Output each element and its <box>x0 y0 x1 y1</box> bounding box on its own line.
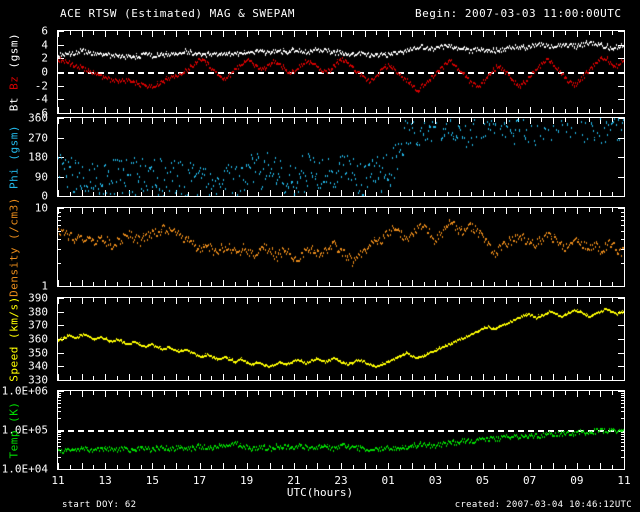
begin-timestamp: Begin: 2007-03-03 11:00:00UTC <box>415 7 622 20</box>
y-tick-label: -2 <box>34 79 48 93</box>
y-tick-label: 180 <box>28 150 48 164</box>
panel-speed <box>57 297 625 381</box>
x-axis-title: UTC(hours) <box>286 486 354 499</box>
x-tick-label: 11 <box>51 474 65 487</box>
y-tick-label: 370 <box>28 318 48 332</box>
y-tick-label: 390 <box>28 291 48 305</box>
series-canvas-mag <box>58 31 624 113</box>
x-tick-label: 05 <box>475 474 490 487</box>
panel-temp-yticks: 1.0E+06 1.0E+05 1.0E+04 <box>0 384 52 475</box>
x-tick-label: 03 <box>428 474 442 487</box>
y-tick-label: 360 <box>28 332 48 346</box>
x-tick-mark <box>624 391 625 397</box>
y-tick-label: -4 <box>34 92 48 106</box>
panel-density <box>57 207 625 287</box>
series-canvas-phi <box>58 118 624 196</box>
y-axis-label-part: Phi (gsm) <box>7 124 21 190</box>
x-tick-mark <box>624 31 625 37</box>
x-tick-label: 17 <box>192 474 207 487</box>
y-tick-mark <box>58 469 64 470</box>
y-tick-label: 330 <box>28 373 48 387</box>
panel-phi-yticks: 360 270 180 90 0 <box>0 111 52 202</box>
y-tick-label: 1 <box>41 279 48 293</box>
y-tick-label: 10 <box>34 201 48 215</box>
y-tick-mark <box>618 469 624 470</box>
y-tick-label: 270 <box>28 131 48 144</box>
panel-phi-ylabel: Phi (gsm) <box>8 125 21 189</box>
panel-mag-yticks: 6 4 2 0 -2 -4 -6 <box>0 24 52 119</box>
x-tick-mark <box>624 118 625 124</box>
y-axis-label-part: Speed (km/s) <box>7 296 21 382</box>
y-axis-label-part: (gsm) <box>7 32 21 69</box>
y-tick-label: 380 <box>28 305 48 319</box>
panel-mag-ylabel: Bt Bz (gsm) <box>8 33 21 111</box>
x-tick-mark <box>624 190 625 196</box>
y-tick-mark <box>618 113 624 114</box>
y-tick-label: 6 <box>41 24 48 38</box>
y-tick-label: 350 <box>28 346 48 360</box>
x-tick-mark <box>624 298 625 304</box>
y-tick-label: 360 <box>28 111 48 125</box>
panel-speed-ylabel: Speed (km/s) <box>8 296 21 381</box>
y-tick-mark <box>58 113 64 114</box>
y-axis-label-part: Density (/cm3) <box>7 197 21 297</box>
panel-density-yticks: 10 1 <box>0 201 52 292</box>
y-axis-label-part: Bz <box>7 68 21 90</box>
x-tick-mark <box>624 107 625 113</box>
y-tick-label: 340 <box>28 359 48 373</box>
x-tick-label: 07 <box>523 474 537 487</box>
panel-density-ylabel: Density (/cm3) <box>8 197 21 297</box>
x-tick-mark <box>624 280 625 286</box>
series-canvas-temp <box>58 391 624 469</box>
y-tick-mark <box>618 380 624 381</box>
x-tick-mark <box>624 463 625 469</box>
x-tick-label: 11 <box>617 474 631 487</box>
x-tick-mark <box>624 374 625 380</box>
x-tick-label: 19 <box>240 474 254 487</box>
y-tick-mark <box>58 196 64 197</box>
y-tick-mark <box>58 286 64 287</box>
panel-temp-ylabel: Temp (K) <box>8 402 21 459</box>
y-tick-label: 0 <box>41 189 48 203</box>
x-tick-label: 15 <box>145 474 159 487</box>
series-canvas-density <box>58 208 624 286</box>
y-axis-label-part: Bt <box>7 89 21 112</box>
panel-speed-yticks: 390 380 370 360 350 340 330 <box>0 291 52 386</box>
y-tick-label: 2 <box>41 51 48 65</box>
x-tick-label: 21 <box>287 474 301 487</box>
y-axis-label-part: Temp (K) <box>7 401 21 459</box>
panel-temp <box>57 390 625 470</box>
y-tick-label: 90 <box>34 170 48 183</box>
y-tick-label: 1.0E+05 <box>1 423 48 437</box>
created-timestamp: created: 2007-03-04 10:46:12UTC <box>454 500 632 510</box>
panel-mag <box>57 30 625 114</box>
y-tick-label: -6 <box>34 106 48 120</box>
x-tick-label: 13 <box>98 474 112 487</box>
series-canvas-speed <box>58 298 624 380</box>
y-tick-label: 0 <box>41 65 48 79</box>
y-tick-mark <box>618 286 624 287</box>
y-tick-mark <box>58 380 64 381</box>
panel-phi <box>57 117 625 197</box>
y-tick-label: 1.0E+04 <box>1 462 48 476</box>
x-tick-label: 01 <box>381 474 395 487</box>
y-tick-mark <box>618 196 624 197</box>
x-tick-mark <box>624 208 625 214</box>
page-title: ACE RTSW (Estimated) MAG & SWEPAM <box>60 7 296 20</box>
y-tick-label: 1.0E+06 <box>1 384 48 398</box>
x-tick-label: 23 <box>334 474 348 487</box>
start-doy-label: start DOY: 62 <box>62 500 137 510</box>
y-tick-label: 4 <box>41 38 48 52</box>
x-tick-label: 09 <box>570 474 584 487</box>
